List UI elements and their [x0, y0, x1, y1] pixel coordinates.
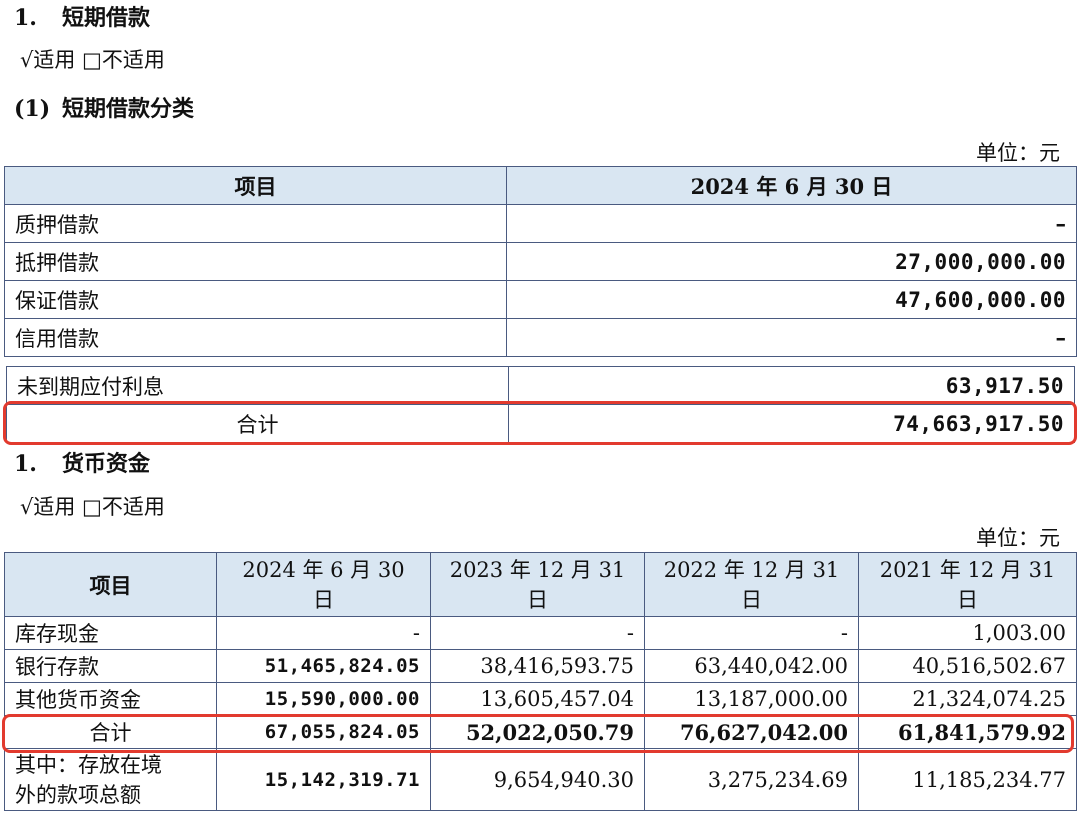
row-item-line2: 外的款项总额 [15, 782, 141, 807]
cell-2022: 13,187,000.00 [644, 682, 859, 716]
cell-2023: 52,022,050.79 [430, 715, 645, 749]
section1-sub-title: 短期借款分类 [62, 96, 195, 122]
row-value: 47,600,000.00 [506, 280, 1077, 319]
table-row: 库存现金 - - - 1,003.00 [4, 616, 1077, 650]
section2-heading: 1. 货币资金 [14, 446, 150, 478]
cell-2024: - [216, 616, 431, 650]
table-row: 其他货币资金 15,590,000.00 13,605,457.04 13,18… [4, 682, 1077, 716]
header-line1: 2022 年 12 月 31 [663, 557, 840, 582]
cell-2022: 3,275,234.69 [644, 748, 859, 811]
total-value: 74,663,917.50 [508, 404, 1075, 443]
cell-2022: 76,627,042.00 [644, 715, 859, 749]
table-row: 银行存款 51,465,824.05 38,416,593.75 63,440,… [4, 649, 1077, 683]
section2-applicable: √适用 □不适用 [20, 495, 165, 519]
cell-2022: - [644, 616, 859, 650]
cell-2024: 15,142,319.71 [216, 748, 431, 811]
monetary-funds-table: 项目 2024 年 6 月 30 日 2023 年 12 月 31 日 2022… [4, 552, 1077, 811]
header-line1: 2024 年 6 月 30 [242, 557, 405, 582]
cell-2024: 51,465,824.05 [216, 649, 431, 683]
table-row: 保证借款 47,600,000.00 [4, 280, 1077, 319]
total-item: 合计 [6, 404, 509, 443]
section1-title: 短期借款 [62, 5, 151, 31]
cell-2021: 1,003.00 [858, 616, 1077, 650]
section2-unit: 单位：元 [976, 526, 1060, 550]
interest-item: 未到期应付利息 [6, 366, 509, 405]
section1-subheading: (1) 短期借款分类 [14, 91, 194, 123]
row-value: 27,000,000.00 [506, 242, 1077, 281]
header-date: 2024 年 6 月 30 日 [506, 166, 1077, 205]
row-item: 抵押借款 [4, 242, 507, 281]
header-line1: 2021 年 12 月 31 [879, 557, 1056, 582]
section2-number: 1. [14, 451, 37, 477]
table-row: 信用借款 – [4, 318, 1077, 357]
cell-2023: 13,605,457.04 [430, 682, 645, 716]
cell-2023: - [430, 616, 645, 650]
total-row: 合计 74,663,917.50 [6, 404, 1075, 443]
section1-number: 1. [14, 5, 37, 31]
header-col-2021: 2021 年 12 月 31 日 [858, 552, 1077, 617]
row-value: – [506, 204, 1077, 243]
row-item: 银行存款 [4, 649, 217, 683]
row-item: 信用借款 [4, 318, 507, 357]
header-item: 项目 [4, 552, 217, 617]
row-item: 其他货币资金 [4, 682, 217, 716]
row-item-line1: 其中：存放在境 [15, 752, 162, 777]
section1-heading: 1. 短期借款 [14, 0, 150, 32]
cell-2024: 67,055,824.05 [216, 715, 431, 749]
row-item: 保证借款 [4, 280, 507, 319]
table-row: 质押借款 – [4, 204, 1077, 243]
cell-2023: 38,416,593.75 [430, 649, 645, 683]
header-col-2024: 2024 年 6 月 30 日 [216, 552, 431, 617]
interest-value: 63,917.50 [508, 366, 1075, 405]
row-item: 库存现金 [4, 616, 217, 650]
row-item: 质押借款 [4, 204, 507, 243]
header-line2: 日 [957, 587, 978, 612]
interest-row: 未到期应付利息 63,917.50 [6, 366, 1075, 405]
header-col-2023: 2023 年 12 月 31 日 [430, 552, 645, 617]
header-line2: 日 [741, 587, 762, 612]
row-item: 其中：存放在境 外的款项总额 [4, 748, 217, 811]
cell-2022: 63,440,042.00 [644, 649, 859, 683]
header-item: 项目 [4, 166, 507, 205]
cell-2021: 61,841,579.92 [858, 715, 1077, 749]
header-line2: 日 [527, 587, 548, 612]
row-item: 合计 [4, 715, 217, 749]
section2-title: 货币资金 [62, 451, 151, 477]
cell-2021: 40,516,502.67 [858, 649, 1077, 683]
table-row: 抵押借款 27,000,000.00 [4, 242, 1077, 281]
total-row: 合计 67,055,824.05 52,022,050.79 76,627,04… [4, 715, 1077, 749]
header-col-2022: 2022 年 12 月 31 日 [644, 552, 859, 617]
cell-2024: 15,590,000.00 [216, 682, 431, 716]
cell-2021: 21,324,074.25 [858, 682, 1077, 716]
cell-2023: 9,654,940.30 [430, 748, 645, 811]
header-line1: 2023 年 12 月 31 [449, 557, 626, 582]
table-header-row: 项目 2024 年 6 月 30 日 [4, 166, 1077, 205]
header-line2: 日 [313, 587, 334, 612]
row-value: – [506, 318, 1077, 357]
short-term-loans-table: 项目 2024 年 6 月 30 日 质押借款 – 抵押借款 27,000,00… [4, 166, 1077, 357]
cell-2021: 11,185,234.77 [858, 748, 1077, 811]
table-header-row: 项目 2024 年 6 月 30 日 2023 年 12 月 31 日 2022… [4, 552, 1077, 617]
section1-unit: 单位：元 [976, 141, 1060, 165]
table-row: 其中：存放在境 外的款项总额 15,142,319.71 9,654,940.3… [4, 748, 1077, 811]
interest-total-table: 未到期应付利息 63,917.50 合计 74,663,917.50 [6, 366, 1075, 443]
section1-applicable: √适用 □不适用 [20, 48, 165, 72]
section1-sub-number: (1) [14, 96, 51, 122]
